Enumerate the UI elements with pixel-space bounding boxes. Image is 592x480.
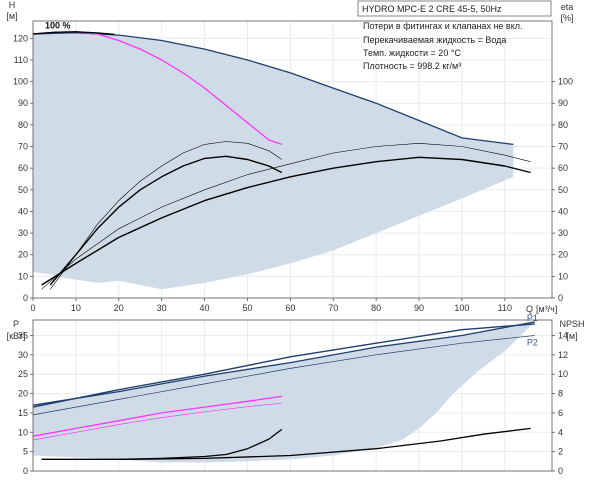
series-line-0-4 — [41, 143, 531, 290]
axis-label-eta: eta — [561, 2, 574, 12]
ytick-left-label-0-20: 20 — [18, 250, 28, 260]
ytick-right-label-1-14: 14 — [558, 330, 568, 340]
series-line-0-2 — [49, 141, 282, 290]
ytick-right-label-0-70: 70 — [558, 142, 568, 152]
info-line-4: Плотность = 998.2 кг/м³ — [363, 61, 461, 71]
ytick-left-label-0-70: 70 — [18, 142, 28, 152]
xtick-label-0-110: 110 — [498, 303, 512, 313]
series-line-0-1 — [32, 31, 115, 36]
xtick-label-0-20: 20 — [114, 303, 124, 313]
xtick-label-0-80: 80 — [371, 303, 381, 313]
xtick-label-0-0: 0 — [30, 303, 35, 313]
ytick-right-label-0-10: 10 — [558, 271, 568, 281]
xtick-label-0-10: 10 — [71, 303, 81, 313]
series-line-0-3 — [49, 155, 283, 286]
axis-label-q: Q — [526, 304, 533, 314]
ytick-left-label-1-30: 30 — [18, 350, 28, 360]
ytick-right-label-1-2: 2 — [558, 447, 563, 457]
ytick-right-label-0-30: 30 — [558, 228, 568, 238]
ytick-left-label-1-15: 15 — [18, 408, 28, 418]
ytick-left-label-0-80: 80 — [18, 120, 28, 130]
plot-frame-1 — [32, 319, 553, 472]
ytick-left-label-1-0: 0 — [23, 466, 28, 476]
series-line-1-0 — [32, 323, 535, 408]
xtick-label-0-100: 100 — [454, 303, 469, 313]
ytick-left-label-0-30: 30 — [18, 228, 28, 238]
series-line-1-5 — [41, 427, 531, 461]
xtick-label-0-50: 50 — [242, 303, 252, 313]
series-line-0-5 — [41, 156, 531, 286]
ytick-left-label-0-50: 50 — [18, 185, 28, 195]
axis-unit-h: [м] — [6, 11, 17, 21]
ytick-right-label-1-12: 12 — [558, 350, 568, 360]
ytick-left-label-1-20: 20 — [18, 389, 28, 399]
axis-unit-npsh: [м] — [566, 331, 577, 341]
xtick-label-0-60: 60 — [285, 303, 295, 313]
ytick-left-label-1-35: 35 — [18, 330, 28, 340]
series-line-1-3 — [32, 402, 282, 441]
info-line-1: Потери в фитингах и клапанах не вкл. — [363, 21, 523, 31]
xtick-label-0-90: 90 — [414, 303, 424, 313]
ytick-left-label-0-0: 0 — [23, 293, 28, 303]
ytick-right-label-0-60: 60 — [558, 163, 568, 173]
label-p2: P2 — [527, 337, 538, 347]
ytick-right-label-0-90: 90 — [558, 98, 568, 108]
info-title-box — [357, 0, 552, 17]
label-100-percent: 100 % — [45, 20, 71, 30]
ytick-left-label-0-110: 110 — [14, 55, 28, 65]
ytick-left-label-0-40: 40 — [18, 206, 28, 216]
label-p1: P1 — [527, 313, 538, 323]
ytick-right-label-0-0: 0 — [558, 293, 563, 303]
ytick-right-label-0-50: 50 — [558, 185, 568, 195]
ytick-left-label-0-100: 100 — [13, 77, 28, 87]
info-title: HYDRO MPC-E 2 CRE 45-5, 50Hz — [362, 4, 502, 14]
xtick-label-0-30: 30 — [157, 303, 167, 313]
ytick-left-label-1-25: 25 — [18, 369, 28, 379]
ytick-right-label-1-0: 0 — [558, 466, 563, 476]
ytick-right-label-0-20: 20 — [558, 250, 568, 260]
ytick-left-label-0-120: 120 — [13, 33, 28, 43]
axis-unit-p: [кВт] — [7, 331, 26, 341]
xtick-label-0-70: 70 — [328, 303, 338, 313]
ytick-left-label-0-60: 60 — [18, 163, 28, 173]
axis-unit-q: [м³/ч] — [536, 304, 557, 314]
xtick-label-0-40: 40 — [200, 303, 210, 313]
envelope-outline-1 — [32, 321, 535, 406]
info-line-3: Темп. жидкости = 20 °C — [363, 48, 461, 58]
ytick-right-label-1-8: 8 — [558, 389, 563, 399]
ytick-right-label-1-4: 4 — [558, 427, 563, 437]
ytick-right-label-1-10: 10 — [558, 369, 568, 379]
info-box: HYDRO MPC-E 2 CRE 45-5, 50Hz Потери в фи… — [357, 0, 552, 71]
series-line-1-2 — [32, 395, 282, 437]
ytick-right-label-0-80: 80 — [558, 120, 568, 130]
info-line-2: Перекачиваемая жидкость = Вода — [363, 35, 506, 45]
axis-label-npsh: NPSH — [559, 319, 584, 329]
axis-label-p: P — [13, 319, 19, 329]
ytick-left-label-0-90: 90 — [18, 98, 28, 108]
plot-frame-0 — [32, 20, 553, 299]
operating-envelope-1 — [33, 321, 535, 463]
ytick-left-label-0-10: 10 — [18, 271, 28, 281]
ytick-left-label-1-10: 10 — [18, 427, 28, 437]
series-line-1-1 — [32, 335, 535, 416]
axis-unit-eta: [%] — [560, 13, 573, 23]
ytick-left-label-1-5: 5 — [23, 447, 28, 457]
operating-envelope-0 — [33, 32, 514, 290]
ytick-right-label-1-6: 6 — [558, 408, 563, 418]
ytick-right-label-0-100: 100 — [558, 77, 573, 87]
ytick-right-label-0-40: 40 — [558, 206, 568, 216]
axis-label-h: H — [9, 0, 16, 10]
